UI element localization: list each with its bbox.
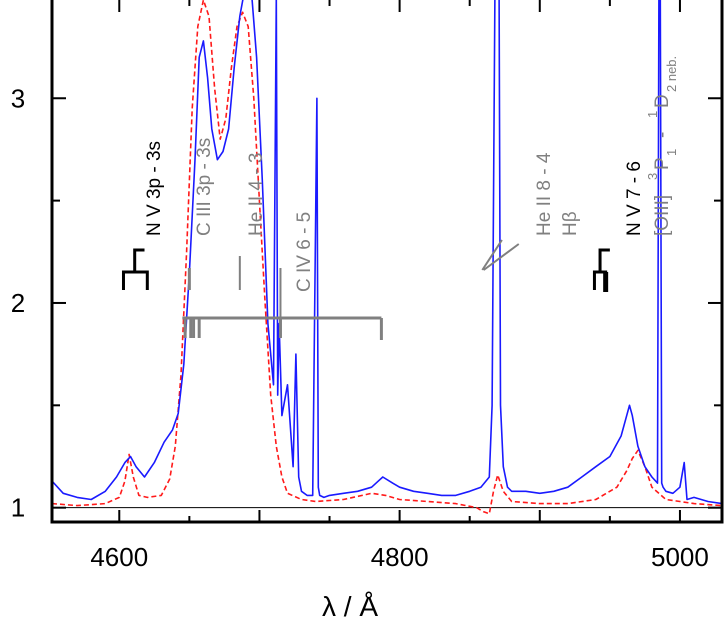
oiii-label-part: 1: [664, 149, 679, 156]
x-tick-label: 4800: [371, 542, 429, 572]
oiii-label-part: D: [652, 94, 673, 108]
oiii-label-part: 1: [645, 111, 660, 118]
oiii-label-part: 3: [645, 173, 660, 180]
y-tick-label: 2: [11, 288, 25, 318]
oiii-label-part: P: [652, 157, 673, 170]
model-spectrum-line: [52, 0, 722, 515]
x-tick-label: 4600: [90, 542, 148, 572]
oiii-label-part: -: [652, 132, 673, 138]
line-marker-layer: [121, 239, 610, 340]
oiii-label-part: 2 neb.: [664, 56, 679, 92]
line-label: C III 3p - 3s: [194, 138, 215, 236]
oiii-label-part: [OIII]: [652, 195, 673, 236]
y-tick-label: 3: [11, 83, 25, 113]
oiii-line-label: [OIII]3P1-1D2 neb.: [645, 56, 679, 236]
x-axis-title: λ / Å: [322, 591, 378, 622]
line-label: Hβ: [560, 211, 581, 236]
observed-spectrum-line: [52, 0, 722, 505]
y-tick-label: 1: [11, 493, 25, 523]
heii-hbeta-leaders: [481, 239, 520, 271]
line-label: He II 8 - 4: [534, 152, 555, 236]
plot-frame: [50, 0, 724, 524]
line-label: He II 4 - 3: [246, 153, 267, 236]
line-label: N V 7 - 6: [624, 161, 645, 236]
nv-3p3s-bracket: [121, 248, 149, 290]
line-label: N V 3p - 3s: [144, 141, 165, 236]
line-label: C IV 6 - 5: [294, 212, 315, 292]
x-tick-label: 5000: [651, 542, 709, 572]
series-layer: [52, 0, 722, 515]
tick-layer: 4600 4800 5000 1 2 3: [11, 0, 722, 572]
annotation-layer: N V 3p - 3s C III 3p - 3s He II 4 - 3 C IV …: [144, 56, 679, 292]
